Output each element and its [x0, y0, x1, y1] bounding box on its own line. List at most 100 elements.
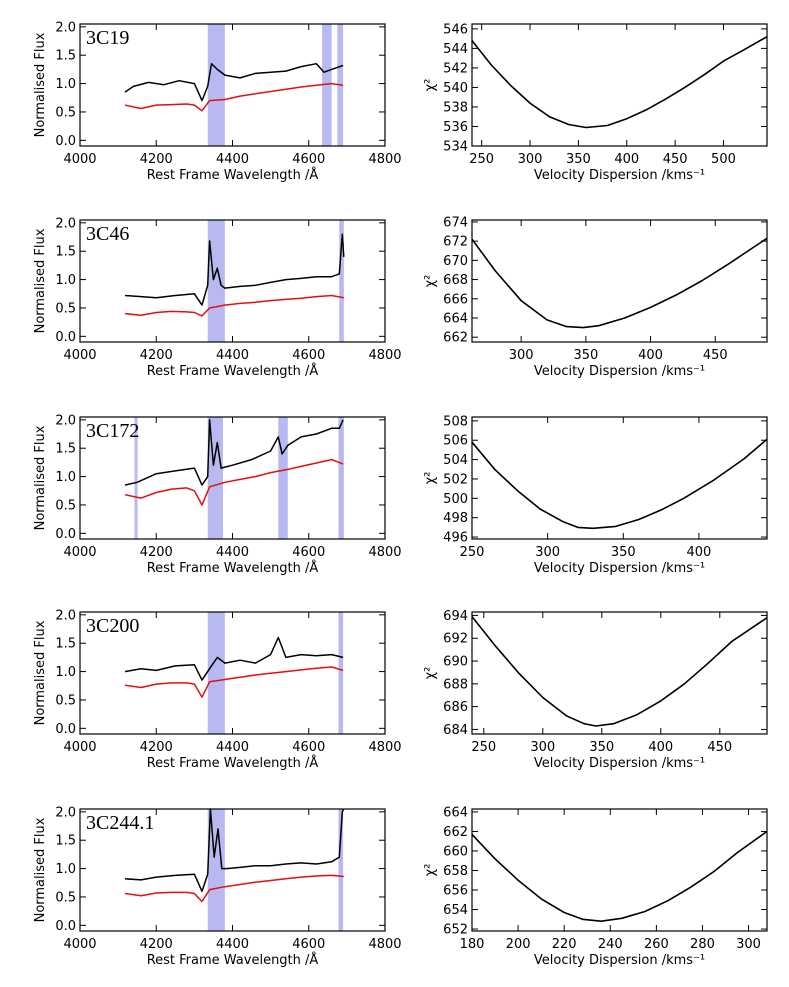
spectrum-2-x-axis-label: Rest Frame Wavelength /Å: [147, 363, 319, 379]
spectrum-1-xtick-label-4: 4600: [292, 152, 325, 167]
spectrum-5-xtick-label-3: 4400: [216, 937, 249, 952]
spectrum-2-mask-region-1: [207, 220, 225, 342]
spectrum-4-model-line: [124, 666, 344, 698]
chi2-2-xtick-label-1: 300: [509, 348, 534, 363]
chi2-4-xtick-label-4: 400: [648, 740, 673, 755]
chi2-4-ytick-label-6: 694: [443, 609, 468, 624]
spectrum-3-object-label: 3C172: [86, 420, 139, 442]
spectrum-4-xtick-label-2: 4200: [140, 740, 173, 755]
chi2-4-xtick-label-2: 300: [530, 740, 555, 755]
chi2-3-x-axis-label: Velocity Dispersion /kms⁻¹: [534, 561, 705, 576]
chi2-1-chi2-line: [471, 36, 768, 129]
spectrum-1-xtick-label-5: 4800: [368, 152, 401, 167]
chi2-1-ytick-label-1: 534: [443, 140, 468, 155]
chi2-1-ytick-label-6: 544: [443, 42, 468, 57]
chi2-1-xtick-label-5: 450: [663, 152, 688, 167]
chi2-2-chi2-line: [471, 237, 768, 329]
spectrum-5-xtick-label-1: 4000: [63, 937, 96, 952]
spectrum-5-mask-region-2: [338, 809, 344, 931]
chi2-3-ytick-label-3: 500: [443, 492, 468, 507]
spectrum-3-ytick-label-1: 0.0: [55, 527, 76, 542]
chi2-3-ytick-label-4: 502: [443, 472, 468, 487]
spectrum-2-xtick-label-3: 4400: [216, 348, 249, 363]
spectrum-2-ytick-label-5: 2.0: [55, 216, 76, 231]
chi2-4-ytick-label-5: 692: [443, 632, 468, 647]
chi2-1-ytick-label-7: 546: [443, 22, 468, 37]
chi2-5-ytick-label-6: 662: [443, 825, 468, 840]
spectrum-4-ytick-label-4: 1.5: [55, 637, 76, 652]
chi2-2-plot-frame: [471, 219, 768, 343]
spectrum-3-ytick-label-5: 2.0: [55, 413, 76, 428]
spectrum-3-mask-region-2: [207, 417, 223, 539]
chi2-3-y-axis-label: χ²: [423, 472, 438, 485]
spectrum-4-ytick-label-1: 0.0: [55, 722, 76, 737]
spectrum-5-object-label: 3C244.1: [86, 812, 154, 834]
spectrum-5-y-axis-label: Normalised Flux: [33, 817, 48, 922]
chi2-2-ytick-label-4: 668: [443, 273, 468, 288]
spectrum-5-xtick-label-4: 4600: [292, 937, 325, 952]
chi2-3-xtick-label-2: 300: [535, 545, 560, 560]
spectrum-1-ytick-label-5: 2.0: [55, 20, 76, 35]
chi2-4-x-axis-label: Velocity Dispersion /kms⁻¹: [534, 756, 705, 771]
spectrum-4-y-axis-label: Normalised Flux: [33, 620, 48, 725]
chi2-2-ytick-label-2: 664: [443, 311, 468, 326]
spectrum-3-mask-region-3: [278, 417, 288, 539]
chi2-2-ytick-label-7: 674: [443, 215, 468, 230]
chi2-3-ytick-label-2: 498: [443, 511, 468, 526]
spectrum-3-xtick-label-2: 4200: [140, 545, 173, 560]
chi2-3-ytick-label-1: 496: [443, 531, 468, 546]
chi2-4-ytick-label-3: 688: [443, 677, 468, 692]
chi2-5-ytick-label-3: 656: [443, 884, 468, 899]
chi2-1-y-axis-label: χ²: [423, 79, 438, 92]
spectrum-4-xtick-label-5: 4800: [368, 740, 401, 755]
spectrum-3-ytick-label-2: 0.5: [55, 498, 76, 513]
spectrum-2-mask-region-2: [339, 220, 344, 342]
chi2-2-ytick-label-5: 670: [443, 254, 468, 269]
spectrum-3-ytick-label-3: 1.0: [55, 470, 76, 485]
spectrum-1-spectrum-line: [124, 62, 344, 102]
chi2-4-xtick-label-5: 450: [707, 740, 732, 755]
chi2-4-ytick-label-1: 684: [443, 723, 468, 738]
chi2-3-xtick-label-1: 250: [460, 545, 485, 560]
spectrum-1-x-axis-label: Rest Frame Wavelength /Å: [147, 167, 319, 183]
spectrum-5-model-line: [124, 874, 344, 903]
spectrum-3-x-axis-label: Rest Frame Wavelength /Å: [147, 560, 319, 576]
spectrum-5-ytick-label-1: 0.0: [55, 919, 76, 934]
chi2-1-ytick-label-4: 540: [443, 81, 468, 96]
spectrum-5-spectrum-line: [124, 808, 345, 893]
chi2-4-xtick-label-1: 250: [471, 740, 496, 755]
chi2-3-xtick-label-4: 400: [687, 545, 712, 560]
spectrum-1-model-line: [124, 82, 344, 112]
spectrum-1-xtick-label-1: 4000: [63, 152, 96, 167]
spectrum-3-mask-region-1: [134, 417, 138, 539]
spectrum-3-xtick-label-3: 4400: [216, 545, 249, 560]
chi2-1-xtick-label-6: 500: [711, 152, 736, 167]
chi2-1-plot-frame: [471, 23, 768, 147]
spectrum-1-ytick-label-2: 0.5: [55, 105, 76, 120]
chi2-1-xtick-label-2: 300: [518, 152, 543, 167]
spectrum-4-ytick-label-2: 0.5: [55, 693, 76, 708]
spectrum-4-mask-region-1: [207, 612, 225, 734]
chi2-1-ytick-label-5: 542: [443, 61, 468, 76]
spectrum-5-mask-region-1: [207, 809, 225, 931]
chi2-5-ytick-label-7: 664: [443, 805, 468, 820]
spectrum-5-ytick-label-3: 1.0: [55, 862, 76, 877]
chi2-4-ytick-label-2: 686: [443, 700, 468, 715]
chi2-3-ytick-label-6: 506: [443, 434, 468, 449]
chi2-5-ytick-label-4: 658: [443, 864, 468, 879]
chi2-2-xtick-label-4: 450: [703, 348, 728, 363]
chi2-2-ytick-label-6: 672: [443, 235, 468, 250]
spectrum-4-xtick-label-4: 4600: [292, 740, 325, 755]
chi2-3-chi2-line: [471, 438, 768, 530]
chi2-3-ytick-label-7: 508: [443, 414, 468, 429]
spectrum-4-object-label: 3C200: [86, 615, 139, 637]
chi2-4-ytick-label-4: 690: [443, 655, 468, 670]
chi2-5-x-axis-label: Velocity Dispersion /kms⁻¹: [534, 953, 705, 968]
spectrum-2-ytick-label-2: 0.5: [55, 301, 76, 316]
chi2-4-plot-frame: [471, 611, 768, 735]
spectrum-3-y-axis-label: Normalised Flux: [33, 425, 48, 530]
spectrum-2-y-axis-label: Normalised Flux: [33, 228, 48, 333]
chi2-1-xtick-label-4: 400: [614, 152, 639, 167]
spectrum-2-object-label: 3C46: [86, 223, 129, 245]
